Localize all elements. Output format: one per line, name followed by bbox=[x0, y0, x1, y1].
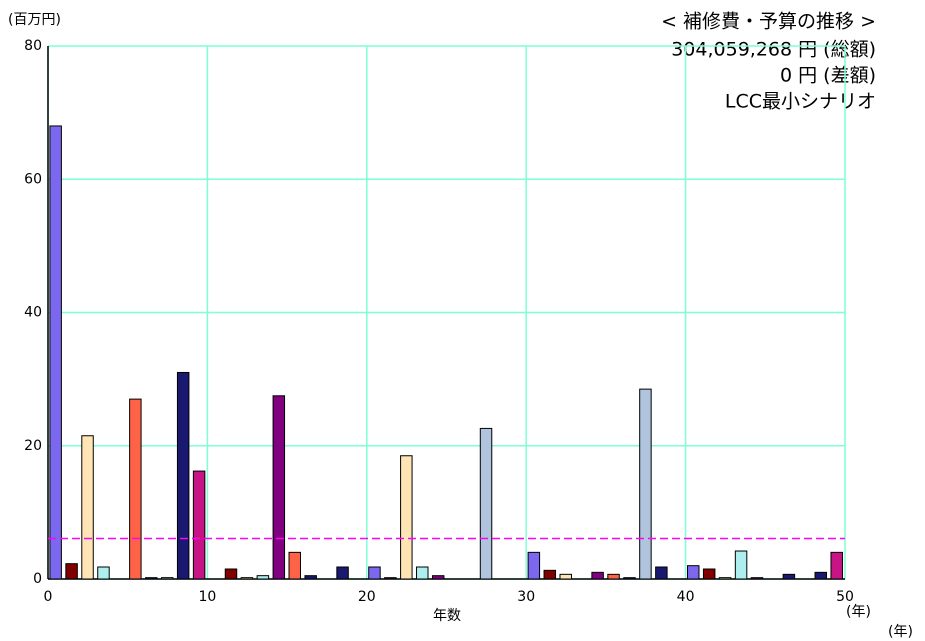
bar bbox=[702, 568, 716, 580]
bar bbox=[718, 577, 732, 580]
bar bbox=[81, 435, 94, 580]
x-unit: (年) bbox=[888, 624, 913, 640]
y-tick-label: 0 bbox=[33, 571, 42, 587]
subtitle: 304,059,268 円 (総額) bbox=[671, 39, 876, 61]
bar bbox=[416, 566, 429, 580]
bar bbox=[192, 470, 206, 580]
bar bbox=[176, 371, 190, 580]
y-tick-label: 60 bbox=[24, 171, 42, 187]
y-unit: (百万円) bbox=[8, 12, 61, 28]
x-unit: (年) bbox=[846, 604, 871, 620]
bar bbox=[543, 569, 557, 580]
bar bbox=[272, 395, 286, 580]
bar bbox=[607, 573, 620, 580]
bar bbox=[655, 566, 668, 580]
bar bbox=[288, 551, 301, 580]
bar bbox=[687, 565, 700, 580]
bar bbox=[400, 455, 413, 580]
x-tick-label: 40 bbox=[677, 589, 695, 605]
x-tick-label: 30 bbox=[517, 589, 535, 605]
bar bbox=[129, 398, 142, 580]
bar bbox=[431, 575, 445, 580]
bar bbox=[304, 575, 317, 580]
bar bbox=[336, 566, 349, 580]
bar bbox=[734, 550, 748, 580]
x-tick-label: 50 bbox=[836, 589, 854, 605]
bar bbox=[224, 568, 238, 580]
bar bbox=[49, 125, 62, 580]
x-label: 年数 bbox=[433, 608, 461, 624]
y-tick-label: 80 bbox=[24, 38, 42, 54]
bar bbox=[368, 566, 381, 580]
bar bbox=[384, 577, 397, 580]
bar bbox=[814, 571, 828, 580]
bar bbox=[65, 563, 78, 580]
bar bbox=[639, 388, 652, 580]
x-tick-label: 0 bbox=[44, 589, 53, 605]
subtitle: LCC最小シナリオ bbox=[725, 91, 876, 113]
bar bbox=[559, 573, 572, 580]
bar bbox=[750, 577, 764, 580]
bar bbox=[256, 575, 270, 580]
bar bbox=[591, 571, 604, 580]
bar bbox=[830, 551, 843, 580]
y-tick-label: 20 bbox=[24, 438, 42, 454]
bar bbox=[160, 577, 174, 580]
x-tick-label: 20 bbox=[358, 589, 376, 605]
y-tick-label: 40 bbox=[24, 305, 42, 321]
bar bbox=[145, 577, 158, 580]
bar bbox=[623, 577, 636, 580]
bar bbox=[97, 566, 110, 580]
x-tick-label: 10 bbox=[198, 589, 216, 605]
bar bbox=[527, 551, 541, 580]
bar bbox=[782, 573, 796, 580]
bar bbox=[240, 577, 254, 580]
chart-title: < 補修費・予算の推移 > bbox=[661, 11, 876, 33]
bar bbox=[479, 427, 493, 580]
subtitle: 0 円 (差額) bbox=[780, 65, 876, 87]
